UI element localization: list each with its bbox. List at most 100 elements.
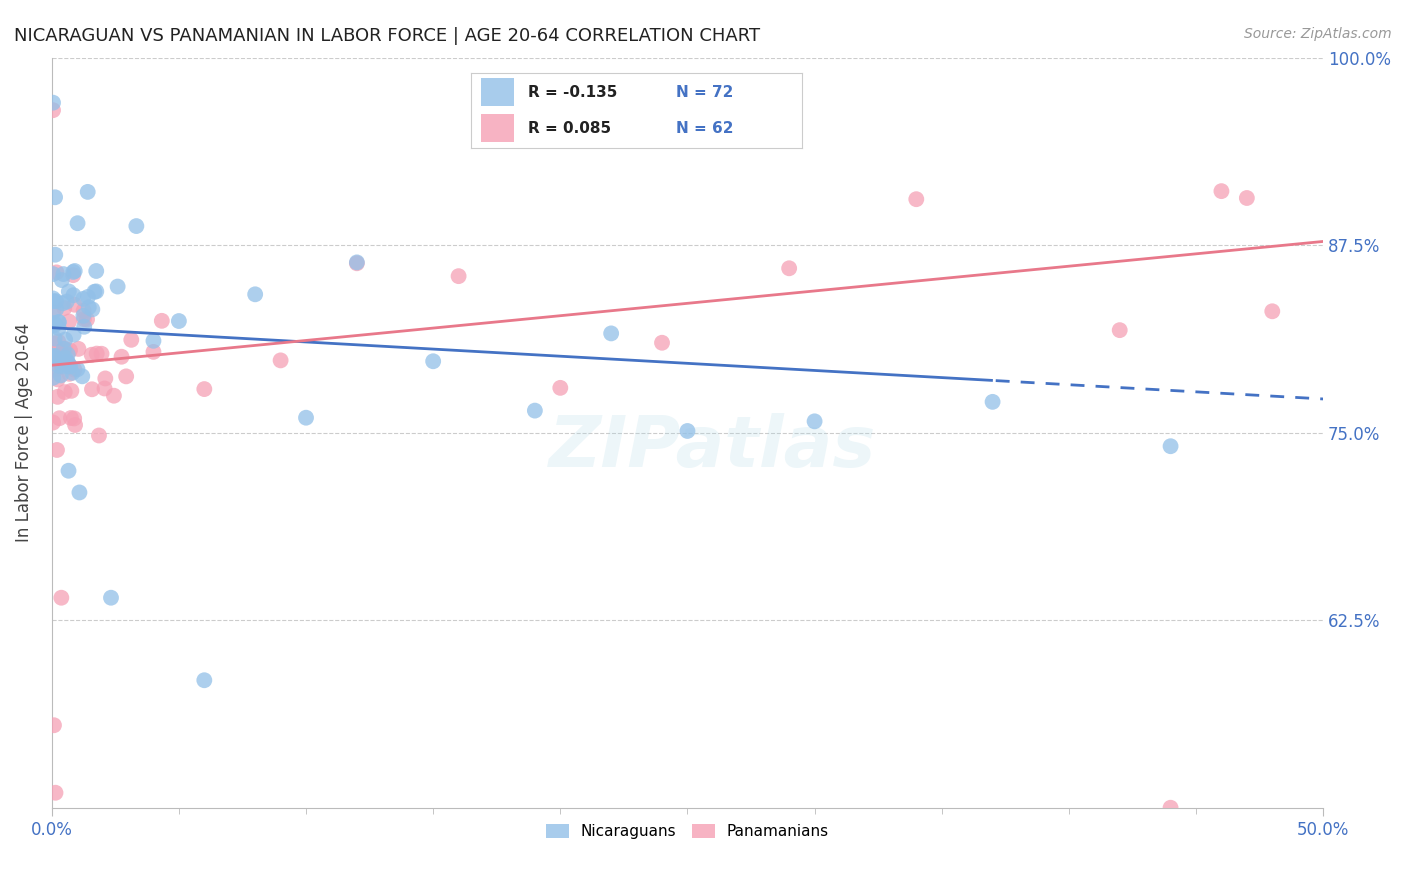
Point	[676, 424, 699, 438]
Point	[1160, 801, 1182, 815]
Point	[86, 346, 108, 360]
Point	[42, 103, 65, 118]
Point	[42, 95, 65, 110]
Point	[110, 350, 132, 364]
Point	[49, 368, 72, 383]
Point	[52, 342, 75, 356]
Point	[600, 326, 623, 341]
Text: Source: ZipAtlas.com: Source: ZipAtlas.com	[1244, 27, 1392, 41]
Point	[48, 356, 70, 370]
Point	[46, 442, 69, 457]
Point	[44, 332, 66, 346]
Point	[48, 334, 70, 349]
Point	[87, 428, 110, 442]
Point	[83, 285, 105, 299]
Point	[51, 347, 73, 361]
Point	[58, 285, 80, 299]
Point	[120, 333, 142, 347]
Point	[82, 302, 104, 317]
Point	[51, 591, 73, 605]
Point	[58, 367, 80, 381]
Point	[42, 294, 65, 309]
Point	[51, 359, 73, 374]
Point	[90, 347, 112, 361]
Point	[63, 362, 86, 376]
Point	[94, 371, 117, 385]
Point	[243, 287, 266, 301]
Point	[55, 294, 77, 309]
Point	[76, 185, 98, 199]
Point	[51, 347, 73, 361]
Point	[1261, 304, 1284, 318]
Point	[45, 294, 67, 309]
Point	[46, 372, 69, 386]
Point	[48, 321, 70, 335]
Point	[62, 288, 84, 302]
Point	[44, 248, 66, 262]
Point	[56, 355, 79, 369]
Point	[66, 216, 89, 230]
Point	[63, 411, 86, 425]
Point	[44, 349, 66, 363]
Point	[59, 359, 82, 374]
Point	[42, 350, 65, 364]
Point	[46, 390, 69, 404]
Point	[803, 414, 825, 428]
Point	[67, 342, 90, 356]
Point	[44, 336, 66, 351]
Point	[150, 314, 173, 328]
Point	[45, 265, 67, 279]
Point	[100, 591, 122, 605]
Point	[51, 273, 73, 287]
Point	[84, 285, 107, 299]
Point	[48, 411, 70, 425]
Point	[53, 342, 76, 356]
Point	[72, 309, 94, 323]
Point	[62, 268, 84, 282]
Point	[72, 303, 94, 318]
Point	[905, 192, 928, 206]
Point	[72, 292, 94, 306]
Point	[63, 264, 86, 278]
Point	[45, 361, 67, 376]
Point	[73, 312, 96, 326]
Point	[193, 382, 215, 396]
Point	[56, 356, 79, 370]
Point	[295, 410, 318, 425]
Point	[42, 416, 65, 430]
Point	[1108, 323, 1130, 337]
Point	[48, 315, 70, 329]
Point	[346, 255, 368, 269]
Point	[45, 302, 67, 317]
Point	[193, 673, 215, 688]
Point	[93, 382, 115, 396]
Point	[63, 298, 86, 312]
Point	[167, 314, 190, 328]
Point	[52, 267, 75, 281]
Point	[44, 190, 66, 204]
Point	[42, 718, 65, 732]
Point	[60, 366, 83, 380]
Point	[77, 290, 100, 304]
Point	[651, 335, 673, 350]
Point	[42, 370, 65, 384]
Point	[44, 786, 66, 800]
Point	[58, 357, 80, 371]
Point	[53, 385, 76, 400]
Point	[58, 359, 80, 374]
Point	[77, 301, 100, 315]
Point	[42, 316, 65, 330]
Point	[422, 354, 444, 368]
Point	[115, 369, 138, 384]
Point	[53, 333, 76, 347]
Point	[56, 348, 79, 362]
Point	[76, 312, 98, 326]
Point	[523, 403, 546, 417]
Point	[1236, 191, 1258, 205]
Text: ZIPatlas: ZIPatlas	[550, 413, 876, 483]
Point	[42, 292, 65, 306]
Point	[48, 315, 70, 329]
Point	[1160, 439, 1182, 453]
Legend: Nicaraguans, Panamanians: Nicaraguans, Panamanians	[540, 818, 835, 845]
Point	[778, 261, 800, 276]
